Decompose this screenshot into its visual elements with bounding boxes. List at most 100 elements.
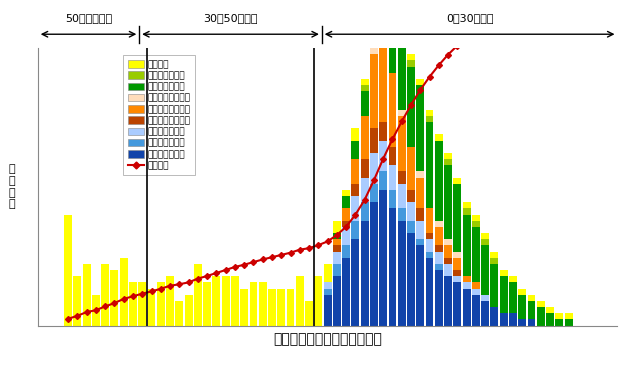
Bar — [185, 295, 193, 326]
Bar — [194, 264, 202, 326]
Bar — [546, 313, 554, 326]
Bar — [462, 289, 471, 326]
Bar — [352, 221, 359, 239]
Bar — [64, 215, 72, 326]
Bar — [556, 319, 563, 326]
Bar — [435, 227, 443, 245]
Bar — [435, 134, 443, 141]
Bar — [472, 295, 480, 326]
Bar — [435, 264, 443, 270]
Bar — [139, 282, 146, 326]
Bar — [426, 122, 433, 208]
Bar — [426, 233, 433, 239]
Bar — [120, 258, 128, 326]
Bar — [472, 227, 480, 282]
Bar — [324, 295, 331, 326]
Bar — [518, 295, 526, 319]
Bar — [426, 258, 433, 326]
Bar — [500, 270, 508, 276]
Bar — [527, 319, 536, 326]
Bar — [110, 270, 118, 326]
Bar — [426, 252, 433, 258]
Bar — [398, 221, 406, 326]
Bar — [361, 116, 369, 159]
Bar — [352, 184, 359, 196]
Bar — [481, 233, 489, 239]
Bar — [481, 245, 489, 295]
Bar — [416, 245, 424, 326]
Bar — [222, 276, 229, 326]
Bar — [398, 208, 406, 221]
Bar — [324, 289, 331, 295]
Bar — [83, 264, 91, 326]
Bar — [379, 0, 387, 30]
Text: 整
備
延
長: 整 備 延 長 — [8, 164, 15, 209]
Bar — [500, 276, 508, 313]
Bar — [389, 190, 396, 208]
Bar — [361, 202, 369, 221]
Bar — [333, 264, 341, 276]
Bar — [342, 196, 350, 208]
Bar — [462, 215, 471, 276]
Bar — [426, 110, 433, 116]
Bar — [212, 276, 220, 326]
Bar — [305, 301, 313, 326]
Bar — [287, 289, 294, 326]
Bar — [407, 54, 415, 60]
Bar — [370, 54, 378, 128]
Bar — [472, 289, 480, 295]
Bar — [481, 295, 489, 301]
Bar — [361, 221, 369, 326]
Bar — [296, 276, 304, 326]
Bar — [537, 301, 545, 307]
Bar — [370, 184, 378, 202]
Bar — [379, 30, 387, 122]
Bar — [426, 116, 433, 122]
Bar — [509, 282, 517, 313]
Bar — [564, 319, 573, 326]
Bar — [166, 276, 174, 326]
Bar — [416, 171, 424, 178]
Bar — [416, 239, 424, 245]
Bar — [407, 67, 415, 147]
Bar — [74, 276, 81, 326]
Legend: 全処理区, 北都処理区雨水, 北都処理区汚水, 和歌川処理区雨水, 和歌川処理区合流, 和歌川処理区汚水, 中央処理区雨水, 中央処理区合流, 中央処理区汚水,: 全処理区, 北都処理区雨水, 北都処理区汚水, 和歌川処理区雨水, 和歌川処理区… — [123, 56, 195, 175]
Bar — [444, 153, 452, 159]
Bar — [268, 289, 276, 326]
Bar — [444, 276, 452, 326]
Text: 30〜50年経過: 30〜50年経過 — [203, 13, 258, 23]
Bar — [454, 276, 461, 282]
Bar — [379, 141, 387, 171]
Bar — [203, 282, 211, 326]
Bar — [444, 258, 452, 264]
Bar — [379, 171, 387, 190]
Bar — [157, 282, 164, 326]
Bar — [389, 73, 396, 147]
Bar — [379, 122, 387, 141]
Bar — [518, 319, 526, 326]
Text: 0〜30年経過: 0〜30年経過 — [446, 13, 493, 23]
Bar — [370, 202, 378, 326]
Bar — [398, 171, 406, 184]
Bar — [444, 239, 452, 245]
Bar — [398, 36, 406, 42]
Bar — [556, 313, 563, 319]
Bar — [481, 301, 489, 326]
Bar — [249, 282, 258, 326]
Bar — [454, 184, 461, 252]
Bar — [389, 11, 396, 17]
Bar — [333, 245, 341, 252]
Bar — [147, 289, 156, 326]
Bar — [389, 165, 396, 190]
Bar — [389, 5, 396, 11]
Bar — [398, 110, 406, 116]
Bar — [259, 282, 266, 326]
Bar — [175, 301, 183, 326]
Bar — [462, 276, 471, 282]
Bar — [454, 258, 461, 270]
Bar — [426, 239, 433, 252]
Bar — [277, 289, 285, 326]
Bar — [407, 202, 415, 221]
Bar — [407, 233, 415, 326]
Bar — [444, 264, 452, 276]
